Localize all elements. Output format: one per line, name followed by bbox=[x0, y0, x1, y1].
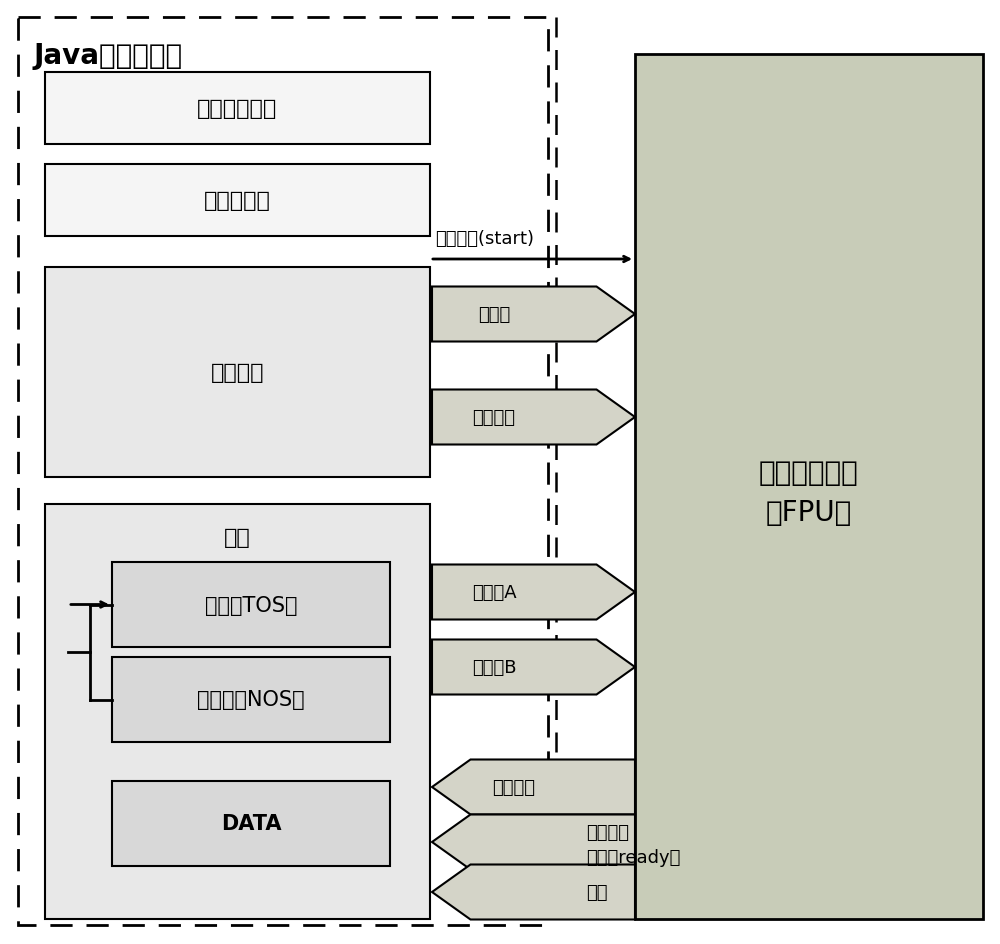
Polygon shape bbox=[432, 865, 635, 919]
Text: 次栈顶（NOS）: 次栈顶（NOS） bbox=[197, 690, 305, 710]
Text: 浮点运算单元: 浮点运算单元 bbox=[759, 458, 859, 486]
Polygon shape bbox=[432, 760, 635, 815]
Text: 舍入方式: 舍入方式 bbox=[473, 409, 516, 427]
Bar bbox=[112, 563, 390, 648]
Polygon shape bbox=[432, 640, 635, 695]
Bar bbox=[112, 657, 390, 742]
Text: DATA: DATA bbox=[221, 814, 281, 834]
Bar bbox=[45, 504, 430, 919]
Text: （FPU）: （FPU） bbox=[766, 498, 852, 526]
Bar bbox=[112, 782, 390, 866]
Bar bbox=[45, 165, 430, 237]
Text: 信号（ready）: 信号（ready） bbox=[586, 848, 680, 866]
Text: 译码模块: 译码模块 bbox=[211, 362, 264, 382]
Text: 取字节码模块: 取字节码模块 bbox=[197, 99, 278, 119]
Polygon shape bbox=[432, 815, 635, 869]
Text: 操作数A: 操作数A bbox=[472, 583, 516, 601]
Bar bbox=[18, 18, 548, 925]
Polygon shape bbox=[432, 287, 635, 342]
Text: 运算结果: 运算结果 bbox=[492, 778, 536, 796]
Bar bbox=[45, 268, 430, 478]
Text: 栈顶（TOS）: 栈顶（TOS） bbox=[205, 595, 297, 615]
Text: 操作数B: 操作数B bbox=[472, 658, 516, 676]
Polygon shape bbox=[432, 390, 635, 445]
Bar bbox=[635, 55, 983, 919]
Text: 异常: 异常 bbox=[586, 883, 608, 901]
Text: 运算符: 运算符 bbox=[478, 306, 510, 324]
Text: 取微码模块: 取微码模块 bbox=[204, 191, 271, 211]
Text: 运算完成: 运算完成 bbox=[586, 823, 629, 841]
Bar bbox=[45, 73, 430, 144]
Text: 开始信号(start): 开始信号(start) bbox=[435, 229, 534, 247]
Text: 堆栈: 堆栈 bbox=[224, 528, 251, 548]
Polygon shape bbox=[432, 565, 635, 620]
Text: Java处理器核心: Java处理器核心 bbox=[33, 42, 182, 70]
